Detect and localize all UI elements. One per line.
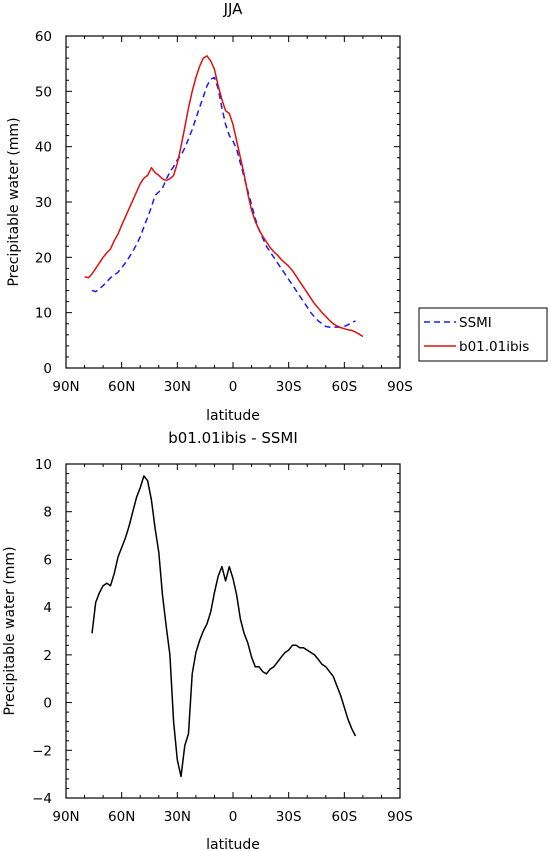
x-tick-label: 60N [108,379,135,395]
x-tick-label: 30N [164,809,191,825]
y-tick-label: 50 [35,84,52,100]
chart-difference: b01.01ibis - SSMI −4 −2 0 2 4 6 8 10 90N 60N 30N 0… [2,429,413,851]
series-line-difference [91,475,357,778]
y-axis-label: Precipitable water (mm) [2,546,18,715]
x-tick-label: 0 [229,809,238,825]
x-tick-label: 60S [331,809,357,825]
x-tick-label: 90S [387,809,413,825]
x-tick-label: 30S [276,809,302,825]
y-tick-label: 30 [35,195,52,211]
plot-frame [65,463,401,799]
chart-jja: JJA 0 10 20 30 40 50 60 90N 60N 30N 0 30S 60S 90S la… [6,0,548,424]
x-tick-label: 0 [229,379,238,395]
x-tick-label: 90N [52,379,79,395]
legend: SSMI b01.01ibis [418,307,548,362]
legend-box [418,307,548,362]
chart-title: b01.01ibis - SSMI [168,429,298,447]
y-tick-label: 10 [35,306,52,322]
x-axis-label: latitude [206,837,260,851]
series-line-ssmi [91,76,356,328]
y-tick-label: 2 [43,648,52,664]
x-tick-labels: 90N 60N 30N 0 30S 60S 90S [52,809,413,825]
series-line-b01-01ibis [84,55,364,338]
y-tick-label: 0 [43,696,52,712]
y-tick-label: 60 [35,29,52,45]
legend-label-b01: b01.01ibis [459,339,529,355]
y-tick-label: 8 [43,505,52,521]
tick-marks [65,35,401,369]
y-axis-label: Precipitable water (mm) [6,117,22,286]
chart-title: JJA [223,0,244,18]
x-tick-label: 30N [164,379,191,395]
x-tick-label: 60S [331,379,357,395]
x-tick-labels: 90N 60N 30N 0 30S 60S 90S [52,379,413,395]
series-lines [91,475,357,778]
y-tick-label: 10 [35,457,52,473]
x-tick-label: 90N [52,809,79,825]
y-tick-label: 40 [35,140,52,156]
y-tick-label: 6 [43,552,52,568]
y-tick-label: 0 [43,361,52,377]
y-tick-label: −4 [32,791,52,807]
x-axis-label: latitude [206,408,260,424]
x-tick-label: 30S [276,379,302,395]
tick-marks [65,463,401,799]
y-tick-labels: −4 −2 0 2 4 6 8 10 [32,457,52,807]
y-tick-label: 20 [35,250,52,266]
y-tick-labels: 0 10 20 30 40 50 60 [35,29,52,377]
y-tick-label: 4 [43,600,52,616]
legend-label-ssmi: SSMI [459,315,492,331]
x-tick-label: 60N [108,809,135,825]
series-lines [84,55,364,338]
plot-frame [65,35,401,369]
y-tick-label: −2 [32,743,52,759]
x-tick-label: 90S [387,379,413,395]
